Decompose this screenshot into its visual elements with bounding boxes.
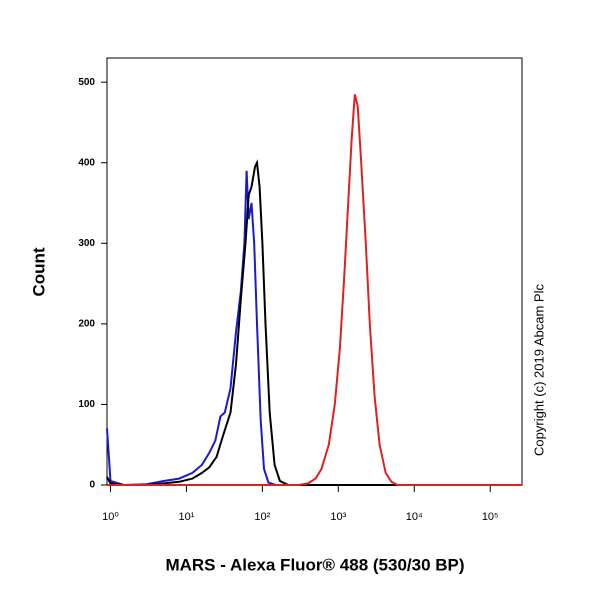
x-tick-label: 10⁵: [482, 511, 499, 523]
copyright: Copyright (c) 2019 Abcam Plc: [531, 284, 546, 456]
histogram-line: [106, 159, 522, 486]
x-tick-label: 10³: [330, 511, 346, 523]
plot-frame: [106, 57, 523, 486]
y-tick-label: 0: [89, 480, 95, 491]
y-axis-label: Count: [29, 247, 48, 296]
y-tick-label: 300: [78, 238, 95, 249]
y-tick-label: 500: [78, 77, 95, 88]
x-tick-label: 10⁴: [406, 511, 423, 523]
x-tick-label: 10⁰: [102, 511, 119, 523]
y-tick-label: 400: [78, 157, 95, 168]
x-axis-label: MARS - Alexa Fluor® 488 (530/30 BP): [165, 555, 464, 574]
histogram-line: [106, 170, 522, 487]
y-tick-label: 200: [78, 319, 95, 330]
histogram-line: [107, 94, 522, 486]
y-tick-label: 100: [78, 399, 95, 410]
x-tick-label: 10¹: [178, 511, 194, 523]
x-tick-label: 10²: [254, 511, 270, 523]
